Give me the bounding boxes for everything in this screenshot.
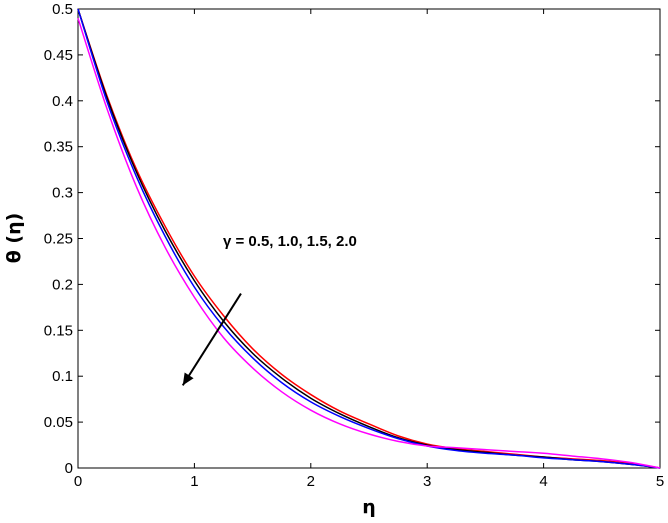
series-line-3 <box>77 8 661 469</box>
arrow-shaft <box>181 293 242 386</box>
annotation-arrow <box>181 293 242 386</box>
y-axis-ticks: 0 0.05 0.1 0.15 0.2 0.25 0.3 0.35 0.4 0.45 0.5 <box>44 1 660 477</box>
y-tick-label: 0.25 <box>44 231 73 248</box>
x-axis-ticks: 0 1 2 3 4 5 <box>74 9 664 490</box>
x-tick-label: 5 <box>656 473 664 490</box>
x-tick-label: 3 <box>423 473 431 490</box>
y-tick-label: 0.2 <box>52 276 73 293</box>
y-tick-label: 0.05 <box>44 414 73 431</box>
annotation-text: γ = 0.5, 1.0, 1.5, 2.0 <box>223 233 357 250</box>
plot-area <box>77 8 661 469</box>
x-tick-label: 1 <box>190 473 198 490</box>
series-layer <box>77 8 661 469</box>
x-tick-label: 2 <box>307 473 315 490</box>
y-tick-label: 0.45 <box>44 47 73 64</box>
x-axis-label: η <box>362 496 376 518</box>
y-tick-label: 0.4 <box>52 93 73 110</box>
x-tick-label: 0 <box>74 473 82 490</box>
y-axis-label: θ (η) <box>3 213 25 264</box>
y-tick-label: 0 <box>65 460 73 477</box>
y-tick-label: 0.3 <box>52 185 73 202</box>
arrow-head <box>182 372 194 386</box>
series-line-4 <box>77 17 661 469</box>
y-tick-label: 0.35 <box>44 139 73 156</box>
y-tick-label: 0.15 <box>44 322 73 339</box>
x-tick-label: 4 <box>539 473 547 490</box>
y-tick-label: 0.5 <box>52 1 73 18</box>
y-tick-label: 0.1 <box>52 368 73 385</box>
